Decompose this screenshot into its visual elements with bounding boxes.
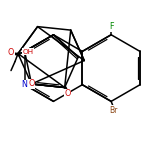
Text: O: O xyxy=(8,48,14,57)
Text: OH: OH xyxy=(22,49,34,55)
Text: N: N xyxy=(29,79,35,88)
Text: O: O xyxy=(64,89,71,98)
Text: F: F xyxy=(109,22,113,31)
Text: N: N xyxy=(22,80,28,89)
Text: O: O xyxy=(28,79,35,88)
Text: Br: Br xyxy=(109,106,117,115)
